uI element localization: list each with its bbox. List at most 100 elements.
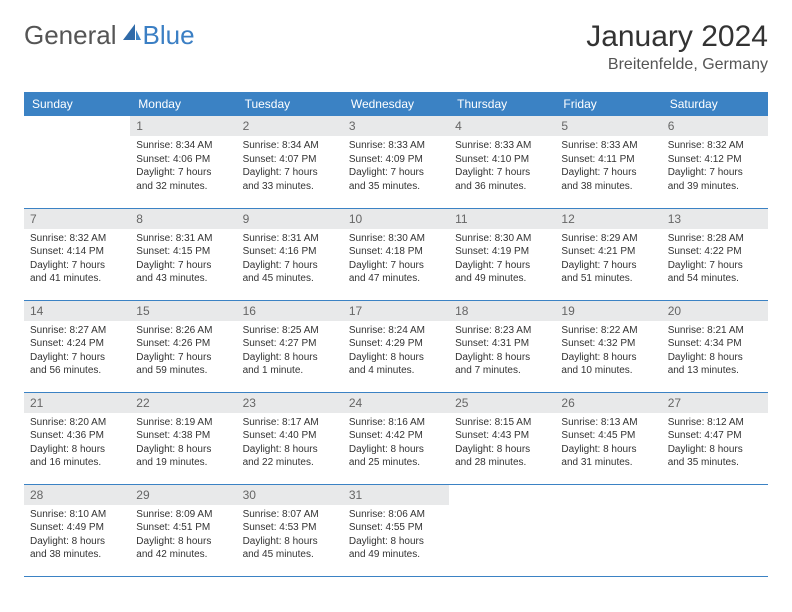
sunset-line: Sunset: 4:07 PM	[243, 153, 337, 167]
calendar-cell: 1Sunrise: 8:34 AMSunset: 4:06 PMDaylight…	[130, 116, 236, 208]
sunset-line: Sunset: 4:32 PM	[561, 337, 655, 351]
day-number: 19	[555, 301, 661, 321]
sunset-line: Sunset: 4:38 PM	[136, 429, 230, 443]
day-number: 9	[237, 209, 343, 229]
day-content: Sunrise: 8:23 AMSunset: 4:31 PMDaylight:…	[449, 321, 555, 381]
calendar-cell: 22Sunrise: 8:19 AMSunset: 4:38 PMDayligh…	[130, 392, 236, 484]
sunrise-line: Sunrise: 8:23 AM	[455, 324, 549, 338]
sunset-line: Sunset: 4:45 PM	[561, 429, 655, 443]
day-content: Sunrise: 8:24 AMSunset: 4:29 PMDaylight:…	[343, 321, 449, 381]
day-number: 2	[237, 116, 343, 136]
sunrise-line: Sunrise: 8:24 AM	[349, 324, 443, 338]
sunset-line: Sunset: 4:40 PM	[243, 429, 337, 443]
weekday-header: Saturday	[662, 92, 768, 116]
sunrise-line: Sunrise: 8:32 AM	[668, 139, 762, 153]
sunrise-line: Sunrise: 8:30 AM	[455, 232, 549, 246]
day-content: Sunrise: 8:34 AMSunset: 4:07 PMDaylight:…	[237, 136, 343, 196]
sunset-line: Sunset: 4:06 PM	[136, 153, 230, 167]
daylight-line: and 7 minutes.	[455, 364, 549, 378]
daylight-line: Daylight: 8 hours	[668, 443, 762, 457]
day-content: Sunrise: 8:28 AMSunset: 4:22 PMDaylight:…	[662, 229, 768, 289]
day-content: Sunrise: 8:31 AMSunset: 4:15 PMDaylight:…	[130, 229, 236, 289]
sunset-line: Sunset: 4:15 PM	[136, 245, 230, 259]
sunset-line: Sunset: 4:51 PM	[136, 521, 230, 535]
calendar-body: 1Sunrise: 8:34 AMSunset: 4:06 PMDaylight…	[24, 116, 768, 576]
daylight-line: Daylight: 7 hours	[668, 259, 762, 273]
day-number: 23	[237, 393, 343, 413]
sunset-line: Sunset: 4:53 PM	[243, 521, 337, 535]
calendar-cell: 12Sunrise: 8:29 AMSunset: 4:21 PMDayligh…	[555, 208, 661, 300]
day-number: 14	[24, 301, 130, 321]
daylight-line: Daylight: 7 hours	[136, 351, 230, 365]
sunrise-line: Sunrise: 8:30 AM	[349, 232, 443, 246]
calendar-cell: 7Sunrise: 8:32 AMSunset: 4:14 PMDaylight…	[24, 208, 130, 300]
daylight-line: and 47 minutes.	[349, 272, 443, 286]
day-number: 26	[555, 393, 661, 413]
daylight-line: Daylight: 8 hours	[136, 535, 230, 549]
daylight-line: Daylight: 7 hours	[668, 166, 762, 180]
calendar-cell	[24, 116, 130, 208]
day-number: 29	[130, 485, 236, 505]
sunrise-line: Sunrise: 8:21 AM	[668, 324, 762, 338]
daylight-line: Daylight: 7 hours	[136, 166, 230, 180]
daylight-line: and 35 minutes.	[349, 180, 443, 194]
daylight-line: Daylight: 7 hours	[136, 259, 230, 273]
calendar-cell: 18Sunrise: 8:23 AMSunset: 4:31 PMDayligh…	[449, 300, 555, 392]
day-content: Sunrise: 8:17 AMSunset: 4:40 PMDaylight:…	[237, 413, 343, 473]
sunset-line: Sunset: 4:29 PM	[349, 337, 443, 351]
sunrise-line: Sunrise: 8:12 AM	[668, 416, 762, 430]
calendar-cell	[555, 484, 661, 576]
daylight-line: Daylight: 8 hours	[349, 443, 443, 457]
sunrise-line: Sunrise: 8:20 AM	[30, 416, 124, 430]
day-number: 11	[449, 209, 555, 229]
sunrise-line: Sunrise: 8:26 AM	[136, 324, 230, 338]
location: Breitenfelde, Germany	[586, 56, 768, 74]
daylight-line: Daylight: 8 hours	[243, 443, 337, 457]
sunset-line: Sunset: 4:18 PM	[349, 245, 443, 259]
calendar-cell: 10Sunrise: 8:30 AMSunset: 4:18 PMDayligh…	[343, 208, 449, 300]
calendar-cell: 30Sunrise: 8:07 AMSunset: 4:53 PMDayligh…	[237, 484, 343, 576]
sunrise-line: Sunrise: 8:10 AM	[30, 508, 124, 522]
daylight-line: and 38 minutes.	[561, 180, 655, 194]
calendar-cell: 16Sunrise: 8:25 AMSunset: 4:27 PMDayligh…	[237, 300, 343, 392]
title-block: January 2024 Breitenfelde, Germany	[586, 20, 768, 74]
logo-sail-icon	[121, 22, 143, 49]
daylight-line: and 28 minutes.	[455, 456, 549, 470]
sunset-line: Sunset: 4:27 PM	[243, 337, 337, 351]
calendar-cell: 25Sunrise: 8:15 AMSunset: 4:43 PMDayligh…	[449, 392, 555, 484]
sunset-line: Sunset: 4:55 PM	[349, 521, 443, 535]
daylight-line: and 1 minute.	[243, 364, 337, 378]
calendar-cell: 6Sunrise: 8:32 AMSunset: 4:12 PMDaylight…	[662, 116, 768, 208]
day-number: 17	[343, 301, 449, 321]
sunrise-line: Sunrise: 8:17 AM	[243, 416, 337, 430]
day-content: Sunrise: 8:32 AMSunset: 4:14 PMDaylight:…	[24, 229, 130, 289]
weekday-header: Tuesday	[237, 92, 343, 116]
calendar-row: 21Sunrise: 8:20 AMSunset: 4:36 PMDayligh…	[24, 392, 768, 484]
daylight-line: and 33 minutes.	[243, 180, 337, 194]
calendar-cell: 19Sunrise: 8:22 AMSunset: 4:32 PMDayligh…	[555, 300, 661, 392]
daylight-line: and 38 minutes.	[30, 548, 124, 562]
daylight-line: Daylight: 7 hours	[243, 259, 337, 273]
daylight-line: Daylight: 7 hours	[30, 259, 124, 273]
sunset-line: Sunset: 4:47 PM	[668, 429, 762, 443]
sunrise-line: Sunrise: 8:09 AM	[136, 508, 230, 522]
day-number: 15	[130, 301, 236, 321]
sunrise-line: Sunrise: 8:32 AM	[30, 232, 124, 246]
daylight-line: Daylight: 8 hours	[349, 351, 443, 365]
calendar-cell: 3Sunrise: 8:33 AMSunset: 4:09 PMDaylight…	[343, 116, 449, 208]
calendar-cell: 17Sunrise: 8:24 AMSunset: 4:29 PMDayligh…	[343, 300, 449, 392]
day-number: 27	[662, 393, 768, 413]
logo-text-general: General	[24, 20, 117, 51]
calendar-cell: 8Sunrise: 8:31 AMSunset: 4:15 PMDaylight…	[130, 208, 236, 300]
daylight-line: and 35 minutes.	[668, 456, 762, 470]
daylight-line: and 25 minutes.	[349, 456, 443, 470]
daylight-line: Daylight: 8 hours	[561, 443, 655, 457]
day-content: Sunrise: 8:07 AMSunset: 4:53 PMDaylight:…	[237, 505, 343, 565]
day-content: Sunrise: 8:15 AMSunset: 4:43 PMDaylight:…	[449, 413, 555, 473]
daylight-line: Daylight: 7 hours	[30, 351, 124, 365]
sunset-line: Sunset: 4:12 PM	[668, 153, 762, 167]
day-content: Sunrise: 8:31 AMSunset: 4:16 PMDaylight:…	[237, 229, 343, 289]
day-content: Sunrise: 8:34 AMSunset: 4:06 PMDaylight:…	[130, 136, 236, 196]
day-number: 1	[130, 116, 236, 136]
daylight-line: and 41 minutes.	[30, 272, 124, 286]
